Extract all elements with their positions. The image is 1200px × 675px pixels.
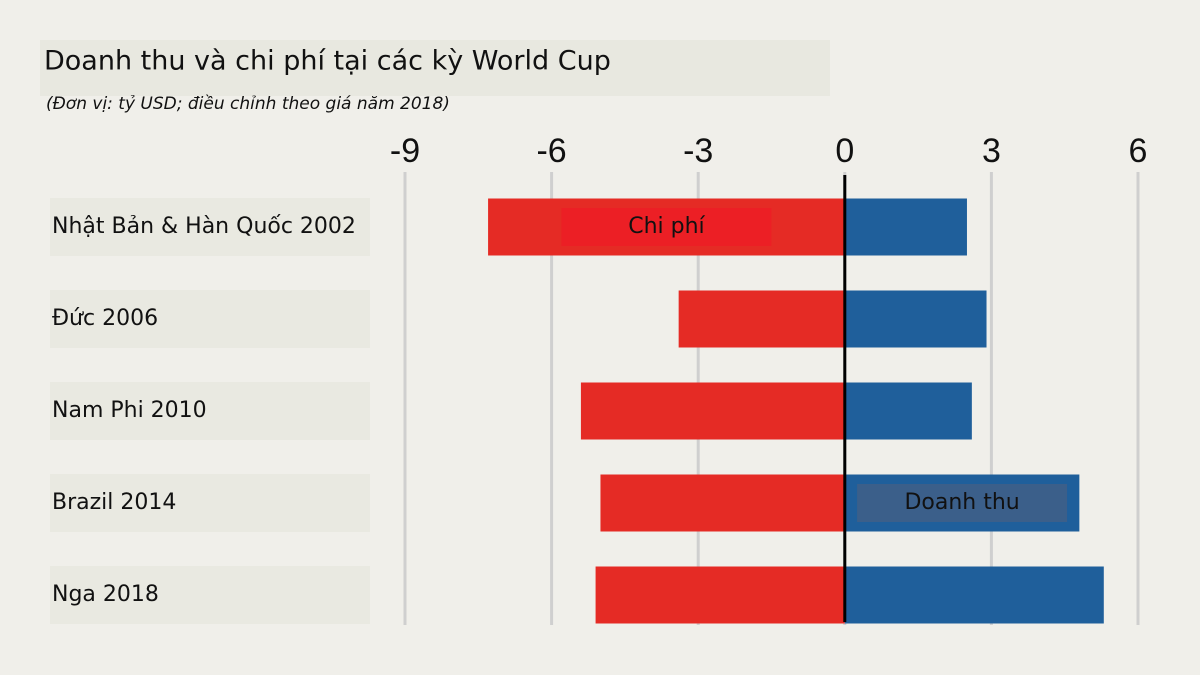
label-box (50, 290, 370, 348)
category-label: Nhật Bản & Hàn Quốc 2002 (52, 214, 356, 239)
x-tick-label: 3 (982, 132, 1001, 170)
chart-title: Doanh thu và chi phí tại các kỳ World Cu… (44, 46, 611, 77)
x-tick-label: 0 (835, 132, 854, 170)
category-label: Nam Phi 2010 (52, 398, 207, 423)
label-box (50, 474, 370, 532)
bar (678, 290, 845, 348)
category-label: Đức 2006 (52, 306, 158, 331)
category-label: Nga 2018 (52, 582, 159, 607)
bar (595, 566, 845, 624)
bar (844, 566, 1104, 624)
bar (844, 382, 972, 440)
title-box (40, 40, 830, 96)
legend-box (561, 208, 772, 246)
x-tick-label: -9 (390, 132, 420, 170)
label-box (50, 566, 370, 624)
chart-subtitle: (Đơn vị: tỷ USD; điều chỉnh theo giá năm… (46, 93, 450, 114)
bar (844, 198, 967, 256)
x-tick-label: 6 (1129, 132, 1148, 170)
x-tick-label: -3 (683, 132, 713, 170)
legend-label: Chi phí (628, 214, 705, 239)
legend-label: Doanh thu (904, 490, 1019, 515)
bar (580, 382, 845, 440)
x-tick-label: -6 (536, 132, 566, 170)
bar (600, 474, 845, 532)
label-box (50, 382, 370, 440)
legend-box (857, 484, 1068, 522)
bar (844, 290, 987, 348)
category-label: Brazil 2014 (52, 490, 176, 515)
label-box (50, 198, 370, 256)
